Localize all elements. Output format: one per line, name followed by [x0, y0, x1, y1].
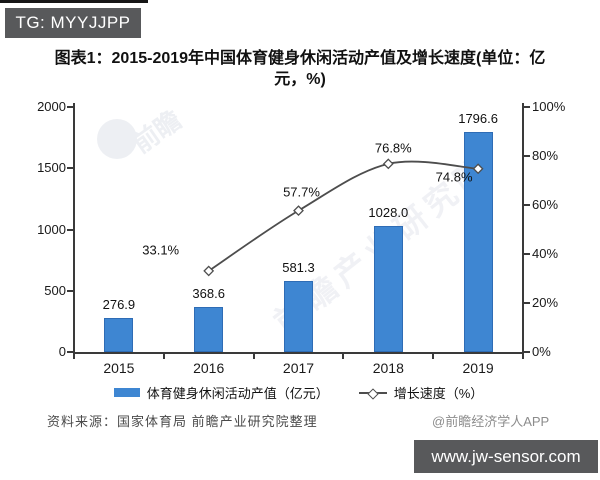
growth-rate-label: 33.1% — [142, 242, 180, 258]
x-axis-tick — [522, 354, 524, 359]
bar-2016 — [194, 306, 224, 352]
growth-rate-label: 76.8% — [374, 140, 412, 156]
diamond-marker-icon — [382, 158, 394, 170]
x-axis-line — [74, 352, 523, 354]
bar-value-label: 1796.6 — [458, 110, 498, 126]
right-axis-tick — [523, 351, 530, 353]
data-source-text: 资料来源：国家体育局 前瞻产业研究院整理 — [47, 414, 318, 429]
right-axis-tick-label: 100% — [532, 99, 566, 114]
right-axis-tick — [523, 253, 530, 255]
bar-series-swatch — [113, 388, 140, 397]
diamond-marker-icon — [203, 265, 215, 277]
left-axis-tick-label: 1000 — [37, 221, 66, 237]
growth-rate-label: 74.8% — [435, 169, 473, 185]
left-axis-tick-label: 0 — [58, 344, 66, 359]
right-axis-tick-label: 60% — [532, 197, 559, 212]
right-axis-tick — [523, 106, 530, 108]
growth-rate-label: 57.7% — [283, 184, 320, 200]
bar-value-label: 1028.0 — [368, 205, 409, 221]
left-axis-tick-label: 500 — [44, 282, 66, 298]
left-axis-line — [73, 103, 75, 354]
watermark-globe-icon — [97, 119, 137, 159]
top-black-strip — [0, 0, 148, 3]
chart-title: 图表1：2015-2019年中国体育健身休闲活动产值及增长速度(单位：亿元，%) — [54, 50, 546, 88]
right-axis-tick-label: 80% — [532, 148, 559, 163]
right-axis-tick-label: 0% — [532, 344, 551, 359]
bar-value-label: 276.9 — [102, 297, 136, 313]
x-axis-tick — [252, 354, 255, 359]
bar-2019 — [463, 131, 493, 352]
x-axis-category-label: 2015 — [103, 360, 135, 376]
diamond-marker-icon — [293, 205, 304, 217]
chart-legend: 体育健身休闲活动产值（亿元） 增长速度（%） — [74, 383, 523, 402]
website-url-text: www.jw-sensor.com — [431, 446, 581, 466]
line-series-swatch — [358, 387, 387, 400]
right-axis-tick-label: 20% — [532, 295, 559, 310]
bar-value-label: 581.3 — [282, 259, 315, 275]
legend-item-line: 增长速度（%） — [358, 383, 484, 402]
right-axis-tick-label: 40% — [532, 246, 559, 261]
diamond-marker-icon — [367, 387, 379, 400]
left-axis-tick — [67, 167, 73, 170]
left-axis-tick — [67, 228, 73, 231]
bar-2015 — [104, 318, 134, 352]
x-axis-tick — [73, 354, 75, 359]
left-axis-tick — [67, 289, 73, 292]
x-axis-tick — [432, 354, 435, 359]
credit-text: @前瞻经济学人APP — [432, 414, 550, 429]
website-watermark-bar: www.jw-sensor.com — [414, 440, 598, 473]
x-axis-tick — [342, 354, 345, 359]
left-axis-tick-label: 1500 — [37, 160, 66, 176]
legend-line-label: 增长速度（%） — [393, 386, 484, 401]
x-axis-category-label: 2017 — [282, 360, 315, 376]
tg-badge-label: TG: MYYJJPP — [15, 13, 131, 32]
right-axis-tick — [523, 204, 530, 206]
left-axis-tick — [67, 106, 73, 108]
left-axis-tick-label: 2000 — [37, 99, 66, 114]
bar-2017 — [284, 280, 313, 352]
right-axis-line — [522, 103, 524, 354]
left-axis-tick — [67, 351, 73, 353]
legend-item-bar: 体育健身休闲活动产值（亿元） — [113, 383, 329, 402]
x-axis-tick — [162, 354, 165, 359]
tg-badge: TG: MYYJJPP — [5, 8, 141, 38]
x-axis-category-label: 2018 — [372, 360, 404, 376]
right-axis-tick — [523, 302, 530, 304]
legend-bar-label: 体育健身休闲活动产值（亿元） — [146, 386, 329, 401]
x-axis-category-label: 2019 — [462, 360, 494, 376]
bar-2018 — [373, 226, 403, 352]
bar-value-label: 368.6 — [192, 285, 225, 301]
x-axis-category-label: 2016 — [193, 360, 225, 376]
right-axis-tick — [523, 155, 530, 157]
